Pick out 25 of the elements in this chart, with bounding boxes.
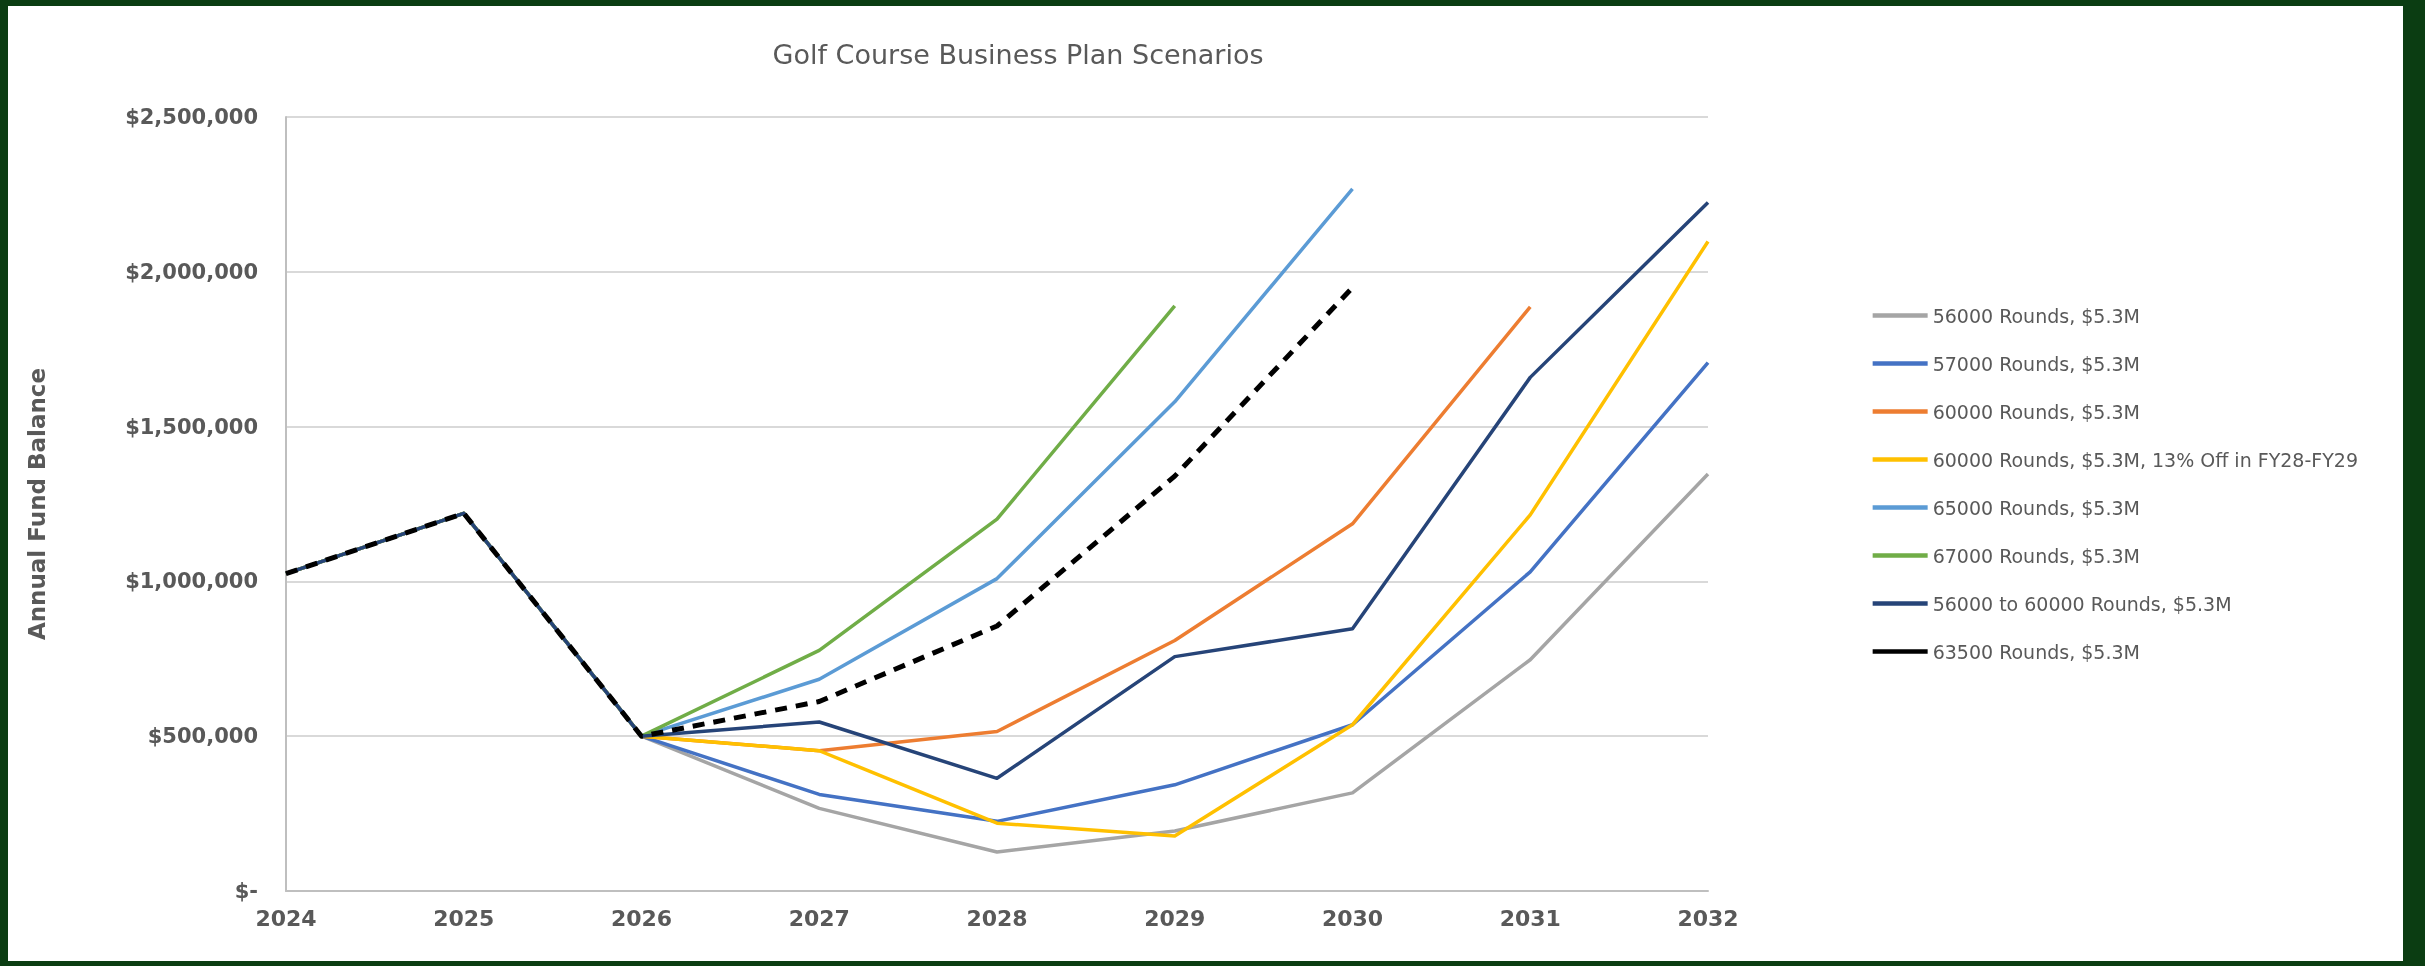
y-axis-title: Annual Fund Balance [23, 367, 50, 641]
x-tick-label: 2029 [1144, 905, 1206, 931]
legend-label: 56000 to 60000 Rounds, $5.3M [1932, 592, 2232, 615]
y-tick-label: $1,000,000 [125, 569, 258, 594]
legend-label: 57000 Rounds, $5.3M [1932, 352, 2140, 375]
legend-label: 63500 Rounds, $5.3M [1932, 640, 2140, 663]
x-tick-label: 2026 [610, 905, 673, 931]
y-tick-label: $500,000 [147, 724, 258, 749]
x-tick-label: 2027 [788, 905, 850, 931]
x-tick-label: 2031 [1499, 905, 1561, 931]
legend-label: 67000 Rounds, $5.3M [1932, 544, 2140, 567]
x-tick-label: 2032 [1677, 905, 1739, 931]
legend-label: 65000 Rounds, $5.3M [1932, 496, 2140, 519]
y-tick-label: $- [234, 879, 258, 903]
x-tick-label: 2024 [255, 905, 317, 931]
y-tick-label: $1,500,000 [125, 414, 258, 439]
x-tick-label: 2028 [966, 905, 1028, 931]
legend-label: 60000 Rounds, $5.3M, 13% Off in FY28-FY29 [1932, 448, 2359, 471]
y-tick-label: $2,500,000 [125, 105, 258, 129]
x-tick-label: 2030 [1321, 905, 1384, 931]
legend-label: 56000 Rounds, $5.3M [1932, 304, 2140, 327]
x-tick-label: 2025 [433, 905, 495, 931]
legend-label: 60000 Rounds, $5.3M [1932, 400, 2140, 423]
y-tick-label: $2,000,000 [125, 259, 258, 284]
chart-title: Golf Course Business Plan Scenarios [772, 39, 1264, 70]
